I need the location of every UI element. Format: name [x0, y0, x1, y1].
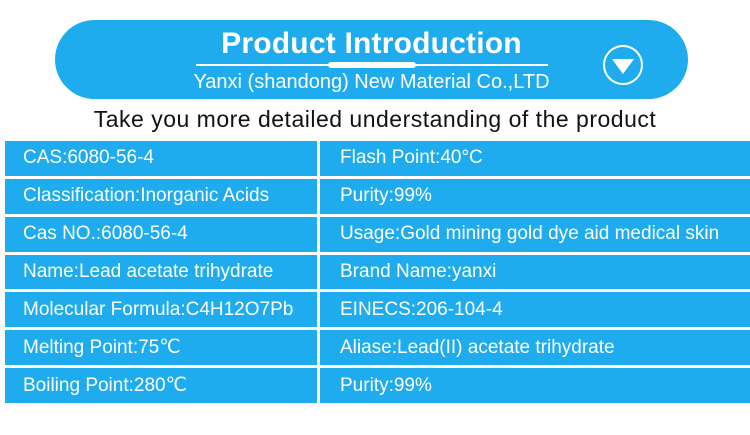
triangle-down-icon: [612, 59, 634, 74]
spec-cell-classification: Classification:Inorganic Acids: [5, 178, 317, 214]
scroll-down-button[interactable]: [603, 45, 643, 85]
spec-cell-flash-point: Flash Point:40°C: [320, 141, 750, 176]
spec-cell-purity-2: Purity:99%: [320, 368, 750, 403]
spec-cell-cas-no: Cas NO.:6080-56-4: [5, 216, 317, 252]
spec-cell-name: Name:Lead acetate trihydrate: [5, 254, 317, 290]
header-banner: Product Introduction Yanxi (shandong) Ne…: [55, 20, 688, 99]
spec-cell-molecular-formula: Molecular Formula:C4H12O7Pb: [5, 292, 317, 328]
spec-cell-usage: Usage:Gold mining gold dye aid medical s…: [320, 216, 750, 252]
spec-cell-melting-point: Melting Point:75℃: [5, 330, 317, 366]
banner-divider-accent: [327, 62, 416, 68]
spec-cell-boiling-point: Boiling Point:280℃: [5, 368, 317, 403]
section-subtitle: Take you more detailed understanding of …: [93, 106, 657, 132]
banner-title: Product Introduction: [221, 27, 522, 60]
company-name: Yanxi (shandong) New Material Co.,LTD: [193, 71, 550, 93]
banner-divider: [195, 62, 548, 68]
spec-cell-aliase: Aliase:Lead(II) acetate trihydrate: [320, 330, 750, 366]
spec-cell-purity: Purity:99%: [320, 178, 750, 214]
spec-cell-brand-name: Brand Name:yanxi: [320, 254, 750, 290]
product-spec-table: CAS:6080-56-4 Flash Point:40°C Classific…: [5, 141, 750, 403]
spec-cell-einecs: EINECS:206-104-4: [320, 292, 750, 328]
spec-cell-cas: CAS:6080-56-4: [5, 141, 317, 176]
